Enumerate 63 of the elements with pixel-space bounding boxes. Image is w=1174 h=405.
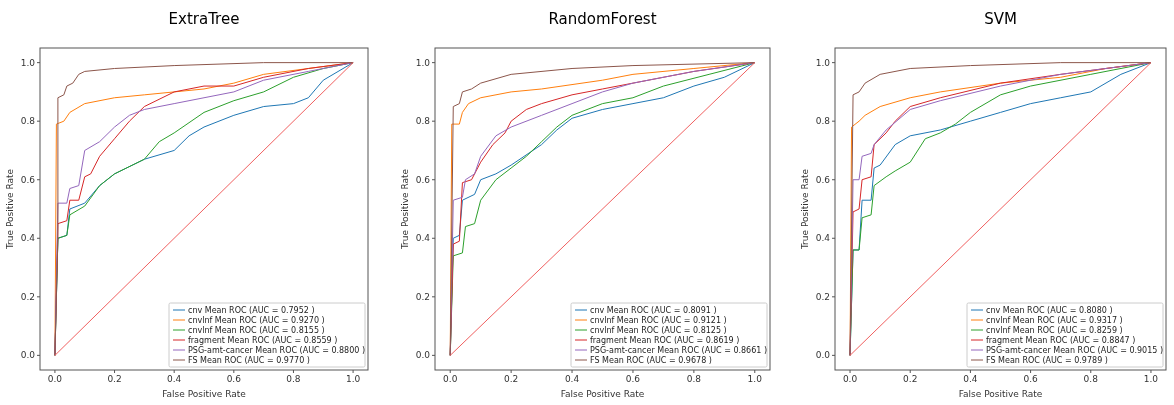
legend-label: fragment Mean ROC (AUC = 0.8619 ) <box>590 336 740 345</box>
legend-label: fragment Mean ROC (AUC = 0.8559 ) <box>188 336 338 345</box>
y-tick-label: 0.8 <box>815 116 831 127</box>
y-tick-label: 0.2 <box>20 291 35 302</box>
x-tick-label: 1.0 <box>345 374 361 384</box>
y-axis-title: True Positive Rate <box>400 168 410 251</box>
legend-label: cnv Mean ROC (AUC = 0.7952 ) <box>188 306 315 315</box>
chart-title: ExtraTree <box>168 10 240 28</box>
x-tick-label: 0.2 <box>903 374 918 384</box>
x-tick-label: 0.0 <box>842 374 858 384</box>
x-tick-label: 0.4 <box>167 374 182 384</box>
y-tick-label: 1.0 <box>415 57 431 68</box>
legend-label: cnvlnf Mean ROC (AUC = 0.9121 ) <box>590 316 727 325</box>
y-axis-title: True Positive Rate <box>800 168 810 251</box>
y-tick-label: 0.2 <box>815 291 830 302</box>
legend-label: FS Mean ROC (AUC = 0.9678 ) <box>590 356 712 365</box>
y-tick-label: 0.0 <box>415 350 431 361</box>
x-tick-label: 0.0 <box>443 374 458 384</box>
y-tick-label: 1.0 <box>815 57 831 68</box>
legend-label: cnv Mean ROC (AUC = 0.8080 ) <box>986 306 1113 315</box>
x-tick-label: 0.6 <box>1023 374 1039 384</box>
y-tick-label: 0.0 <box>815 350 831 361</box>
y-tick-label: 1.0 <box>20 57 36 68</box>
chart-title: RandomForest <box>548 10 657 28</box>
legend-label: cnvlnf Mean ROC (AUC = 0.8155 ) <box>188 326 325 335</box>
legend-label: cnvlnf Mean ROC (AUC = 0.8259 ) <box>986 326 1123 335</box>
legend-label: FS Mean ROC (AUC = 0.9770 ) <box>188 356 310 365</box>
legend-label: cnvlnf Mean ROC (AUC = 0.8125 ) <box>590 326 727 335</box>
x-tick-label: 0.4 <box>564 374 580 384</box>
legend-label: FS Mean ROC (AUC = 0.9789 ) <box>986 356 1108 365</box>
x-tick-label: 1.0 <box>1143 374 1159 384</box>
x-axis-title: False Positive Rate <box>560 389 645 399</box>
x-tick-label: 0.4 <box>963 374 978 384</box>
legend-label: cnv Mean ROC (AUC = 0.8091 ) <box>590 306 717 315</box>
y-tick-label: 0.0 <box>20 350 36 361</box>
y-tick-label: 0.8 <box>415 116 431 127</box>
x-tick-label: 0.6 <box>226 374 242 384</box>
x-tick-label: 0.0 <box>47 374 63 384</box>
legend-label: PSG-amt-cancer Mean ROC (AUC = 0.8661 ) <box>590 346 768 355</box>
y-tick-label: 0.8 <box>20 116 36 127</box>
y-tick-label: 0.6 <box>20 174 36 185</box>
x-tick-label: 0.6 <box>625 374 641 384</box>
legend-label: cnvlnf Mean ROC (AUC = 0.9317 ) <box>986 316 1123 325</box>
x-tick-label: 0.2 <box>503 374 519 384</box>
y-tick-label: 0.2 <box>415 291 430 302</box>
x-tick-label: 0.8 <box>286 374 301 384</box>
y-tick-label: 0.4 <box>20 233 36 244</box>
y-tick-label: 0.6 <box>815 174 831 185</box>
y-tick-label: 0.4 <box>415 233 431 244</box>
x-axis-title: False Positive Rate <box>958 389 1043 399</box>
legend-label: fragment Mean ROC (AUC = 0.8847 ) <box>986 336 1136 345</box>
legend-label: PSG-amt-cancer Mean ROC (AUC = 0.8800 ) <box>188 346 366 355</box>
y-tick-label: 0.6 <box>415 174 431 185</box>
legend-label: PSG-amt-cancer Mean ROC (AUC = 0.9015 ) <box>986 346 1164 355</box>
legend-label: cnvlnf Mean ROC (AUC = 0.9270 ) <box>188 316 325 325</box>
x-tick-label: 0.2 <box>107 374 122 384</box>
y-axis-title: True Positive Rate <box>5 168 15 251</box>
x-tick-label: 1.0 <box>747 374 763 384</box>
chart-title: SVM <box>984 10 1017 28</box>
x-tick-label: 0.8 <box>1083 374 1099 384</box>
x-axis-title: False Positive Rate <box>162 389 247 399</box>
x-tick-label: 0.8 <box>686 374 702 384</box>
y-tick-label: 0.4 <box>815 233 831 244</box>
